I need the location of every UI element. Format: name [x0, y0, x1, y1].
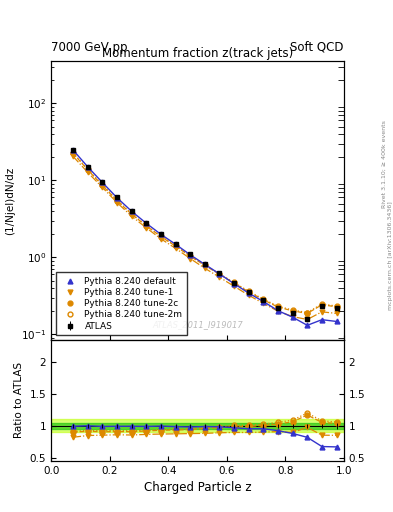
- Pythia 8.240 default: [202, 261, 207, 267]
- Pythia 8.240 tune-2c: [261, 297, 266, 303]
- Pythia 8.240 tune-2c: [100, 182, 105, 188]
- Pythia 8.240 tune-1: [100, 184, 105, 190]
- Pythia 8.240 default: [158, 231, 163, 238]
- Pythia 8.240 tune-2c: [158, 233, 163, 240]
- Y-axis label: Ratio to ATLAS: Ratio to ATLAS: [14, 362, 24, 438]
- Pythia 8.240 tune-2m: [305, 309, 310, 315]
- Pythia 8.240 tune-1: [275, 308, 280, 314]
- Pythia 8.240 default: [100, 179, 105, 185]
- Text: mcplots.cern.ch [arXiv:1306.3436]: mcplots.cern.ch [arXiv:1306.3436]: [388, 202, 393, 310]
- Pythia 8.240 default: [334, 318, 339, 325]
- Pythia 8.240 tune-2c: [173, 243, 178, 249]
- Pythia 8.240 tune-2m: [71, 150, 75, 156]
- Pythia 8.240 tune-2m: [158, 233, 163, 239]
- Pythia 8.240 default: [115, 195, 119, 201]
- Pythia 8.240 tune-2m: [334, 303, 339, 309]
- Pythia 8.240 tune-2c: [217, 271, 222, 278]
- Pythia 8.240 tune-2m: [290, 307, 295, 313]
- Pythia 8.240 tune-1: [173, 245, 178, 251]
- Text: Rivet 3.1.10; ≥ 400k events: Rivet 3.1.10; ≥ 400k events: [382, 120, 387, 208]
- Pythia 8.240 tune-1: [202, 265, 207, 271]
- Pythia 8.240 tune-2c: [320, 302, 324, 308]
- Pythia 8.240 tune-1: [115, 200, 119, 206]
- Pythia 8.240 tune-1: [334, 310, 339, 316]
- Pythia 8.240 default: [71, 147, 75, 153]
- Pythia 8.240 tune-1: [129, 213, 134, 219]
- Pythia 8.240 default: [320, 316, 324, 323]
- Bar: [51, 422, 344, 429]
- Pythia 8.240 tune-1: [158, 236, 163, 242]
- Pythia 8.240 default: [275, 308, 280, 314]
- Line: Pythia 8.240 tune-2c: Pythia 8.240 tune-2c: [71, 151, 339, 316]
- Pythia 8.240 tune-2m: [188, 253, 193, 259]
- Pythia 8.240 tune-2m: [173, 243, 178, 249]
- Pythia 8.240 tune-1: [246, 292, 251, 298]
- Pythia 8.240 tune-2m: [202, 262, 207, 268]
- Pythia 8.240 tune-2c: [334, 304, 339, 310]
- Line: Pythia 8.240 default: Pythia 8.240 default: [71, 147, 339, 328]
- Line: Pythia 8.240 tune-1: Pythia 8.240 tune-1: [71, 154, 339, 322]
- Pythia 8.240 tune-1: [290, 313, 295, 319]
- Pythia 8.240 default: [246, 290, 251, 296]
- Pythia 8.240 tune-2m: [217, 271, 222, 277]
- X-axis label: Charged Particle z: Charged Particle z: [144, 481, 251, 494]
- Bar: [51, 419, 344, 432]
- Pythia 8.240 default: [129, 208, 134, 215]
- Pythia 8.240 tune-2c: [144, 223, 149, 229]
- Pythia 8.240 default: [261, 298, 266, 305]
- Pythia 8.240 tune-2m: [261, 296, 266, 302]
- Pythia 8.240 tune-2m: [100, 182, 105, 188]
- Pythia 8.240 tune-2c: [305, 310, 310, 316]
- Pythia 8.240 tune-2m: [115, 197, 119, 203]
- Text: 7000 GeV pp: 7000 GeV pp: [51, 41, 128, 54]
- Line: Pythia 8.240 tune-2m: Pythia 8.240 tune-2m: [71, 151, 339, 315]
- Pythia 8.240 tune-2c: [129, 211, 134, 217]
- Y-axis label: (1/Njel)dN/dz: (1/Njel)dN/dz: [5, 166, 15, 234]
- Pythia 8.240 default: [305, 322, 310, 328]
- Pythia 8.240 tune-1: [320, 309, 324, 315]
- Pythia 8.240 default: [217, 271, 222, 277]
- Pythia 8.240 tune-2c: [232, 280, 237, 286]
- Pythia 8.240 tune-1: [144, 225, 149, 231]
- Pythia 8.240 tune-1: [305, 316, 310, 323]
- Pythia 8.240 tune-2c: [290, 308, 295, 314]
- Pythia 8.240 tune-2c: [115, 198, 119, 204]
- Pythia 8.240 tune-2m: [85, 166, 90, 173]
- Pythia 8.240 tune-1: [217, 274, 222, 280]
- Pythia 8.240 default: [290, 314, 295, 321]
- Pythia 8.240 tune-2m: [129, 211, 134, 217]
- Pythia 8.240 default: [188, 252, 193, 258]
- Title: Momentum fraction z(track jets): Momentum fraction z(track jets): [102, 47, 293, 60]
- Pythia 8.240 tune-2m: [275, 303, 280, 309]
- Pythia 8.240 tune-1: [85, 169, 90, 176]
- Pythia 8.240 tune-1: [71, 153, 75, 159]
- Pythia 8.240 default: [232, 281, 237, 287]
- Pythia 8.240 tune-2m: [144, 222, 149, 228]
- Legend: Pythia 8.240 default, Pythia 8.240 tune-1, Pythia 8.240 tune-2c, Pythia 8.240 tu: Pythia 8.240 default, Pythia 8.240 tune-…: [55, 272, 187, 335]
- Pythia 8.240 tune-2c: [188, 253, 193, 259]
- Text: ATLAS_2011_I919017: ATLAS_2011_I919017: [152, 319, 243, 329]
- Pythia 8.240 tune-2m: [232, 280, 237, 286]
- Pythia 8.240 default: [173, 241, 178, 247]
- Pythia 8.240 default: [85, 164, 90, 170]
- Pythia 8.240 tune-1: [261, 301, 266, 307]
- Pythia 8.240 tune-2m: [246, 288, 251, 294]
- Pythia 8.240 tune-1: [188, 255, 193, 262]
- Text: Soft QCD: Soft QCD: [290, 41, 344, 54]
- Pythia 8.240 tune-2c: [71, 150, 75, 156]
- Pythia 8.240 default: [144, 220, 149, 226]
- Pythia 8.240 tune-2c: [85, 167, 90, 173]
- Pythia 8.240 tune-1: [232, 283, 237, 289]
- Pythia 8.240 tune-2c: [246, 289, 251, 295]
- Pythia 8.240 tune-2c: [202, 262, 207, 268]
- Pythia 8.240 tune-2c: [275, 304, 280, 310]
- Pythia 8.240 tune-2m: [320, 301, 324, 307]
